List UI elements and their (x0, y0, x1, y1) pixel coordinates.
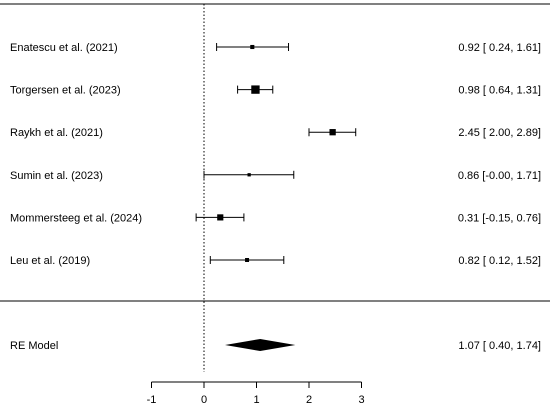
study-row: Sumin et al. (2023) 0.86 [-0.00, 1.71] (10, 170, 541, 182)
study-label: Sumin et al. (2023) (10, 170, 103, 182)
ci-text: 0.86 [-0.00, 1.71] (458, 170, 541, 182)
point-estimate-marker (245, 258, 250, 262)
point-estimate-marker (251, 85, 260, 94)
ci-text: 2.45 [ 2.00, 2.89] (458, 127, 541, 139)
study-row: Enatescu et al. (2021) 0.92 [ 0.24, 1.61] (10, 42, 541, 54)
study-label: Torgersen et al. (2023) (10, 85, 121, 97)
x-axis-tick-label: -1 (147, 394, 157, 406)
ci-text: 0.82 [ 0.12, 1.52] (458, 255, 541, 267)
summary-diamond (225, 339, 296, 351)
study-label: Mommersteeg et al. (2024) (10, 212, 142, 224)
point-estimate-marker (250, 44, 255, 50)
study-label: Raykh et al. (2021) (10, 127, 103, 139)
study-label: Leu et al. (2019) (10, 255, 90, 267)
point-estimate-marker (329, 129, 336, 136)
study-row: Leu et al. (2019) 0.82 [ 0.12, 1.52] (10, 255, 541, 267)
ci-text: 0.31 [-0.15, 0.76] (458, 212, 541, 224)
x-axis-tick-label: 0 (201, 394, 207, 406)
ci-text: 0.98 [ 0.64, 1.31] (458, 85, 541, 97)
study-row: Torgersen et al. (2023) 0.98 [ 0.64, 1.31… (10, 85, 541, 97)
summary-label: RE Model (10, 340, 58, 352)
ci-text: 0.92 [ 0.24, 1.61] (458, 42, 541, 54)
summary-ci-text: 1.07 [ 0.40, 1.74] (458, 340, 541, 352)
study-row: Mommersteeg et al. (2024) 0.31 [-0.15, 0.… (10, 212, 541, 224)
x-axis-tick-label: 1 (253, 394, 259, 406)
study-row: Raykh et al. (2021) 2.45 [ 2.00, 2.89] (10, 127, 541, 139)
point-estimate-marker (247, 173, 251, 177)
summary-row: RE Model 1.07 [ 0.40, 1.74] (10, 339, 541, 352)
x-axis-tick-label: 3 (358, 394, 364, 406)
point-estimate-marker (217, 214, 224, 221)
study-label: Enatescu et al. (2021) (10, 42, 118, 54)
x-axis-tick-label: 2 (306, 394, 312, 406)
